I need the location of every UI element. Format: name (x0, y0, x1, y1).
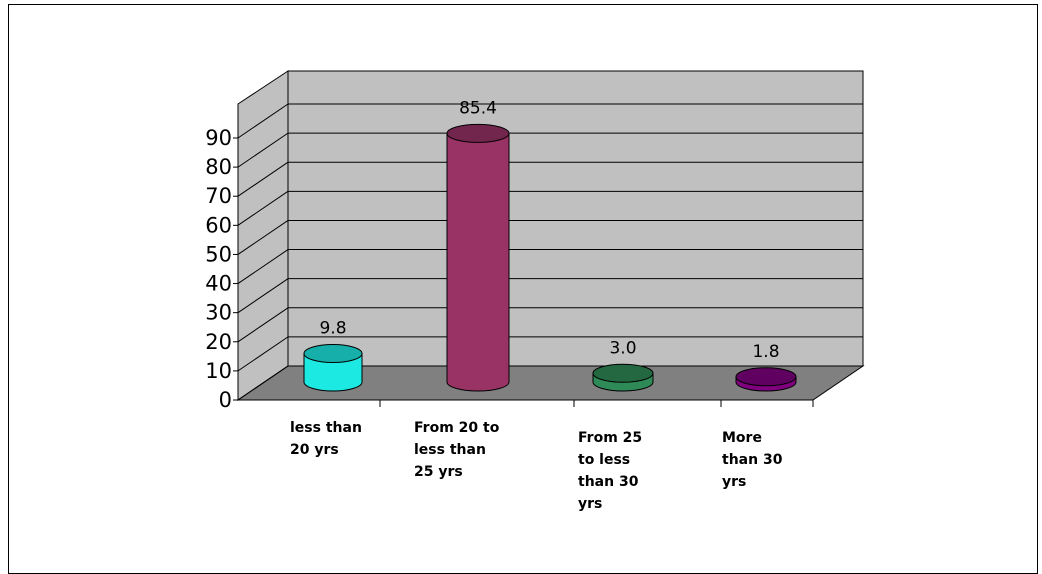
category-label: less than 20 yrs (290, 420, 362, 458)
data-label: 85.4 (459, 98, 497, 118)
side-gridline (237, 161, 289, 197)
chart-back-wall (287, 70, 864, 367)
data-label: 1.8 (752, 342, 779, 362)
side-gridline (237, 190, 289, 226)
y-tick-label: 70 (205, 184, 232, 208)
y-tick-label: 50 (205, 242, 232, 266)
bars (303, 123, 797, 392)
bar-body (446, 132, 510, 392)
bar-top (592, 363, 654, 383)
bar-top (735, 367, 797, 387)
y-tick-label: 0 (219, 388, 232, 412)
bar-top (446, 123, 510, 143)
gridlines (237, 103, 863, 401)
bar-top (303, 343, 363, 363)
data-label: 9.8 (319, 318, 346, 338)
side-gridline (237, 336, 289, 372)
side-gridline (237, 220, 289, 255)
side-gridline (237, 365, 289, 401)
y-tick-label: 90 (205, 126, 232, 150)
y-tick-label: 30 (205, 301, 232, 325)
bar-cylinder (735, 367, 797, 392)
y-axis: 0 10 20 30 40 50 60 70 80 90 (205, 126, 814, 412)
category-labels: less than 20 yrs From 20 to less than 25 yrs… (290, 420, 783, 512)
bar-cylinder (446, 123, 510, 392)
category-label: From 20 to less than 25 yrs (414, 420, 500, 480)
y-tick-label: 60 (205, 213, 232, 237)
data-labels: 9.8 85.4 3.0 1.8 (319, 98, 779, 361)
side-gridline (237, 278, 289, 314)
category-label: More than 30 yrs (722, 430, 783, 490)
y-tick-label: 40 (205, 272, 232, 296)
bar-body (303, 352, 363, 392)
y-tick-label: 80 (205, 155, 232, 179)
side-gridline (237, 249, 289, 284)
side-gridline (237, 132, 289, 168)
chart-side-wall (237, 70, 289, 401)
data-label: 3.0 (609, 338, 636, 358)
y-tick-label: 20 (205, 330, 232, 354)
side-gridline (237, 307, 289, 343)
bar-cylinder (303, 343, 363, 392)
side-gridline (237, 103, 289, 139)
y-tick-label: 10 (205, 359, 232, 383)
category-label: From 25 to less than 30 yrs (578, 430, 642, 512)
bar-cylinder (592, 363, 654, 392)
